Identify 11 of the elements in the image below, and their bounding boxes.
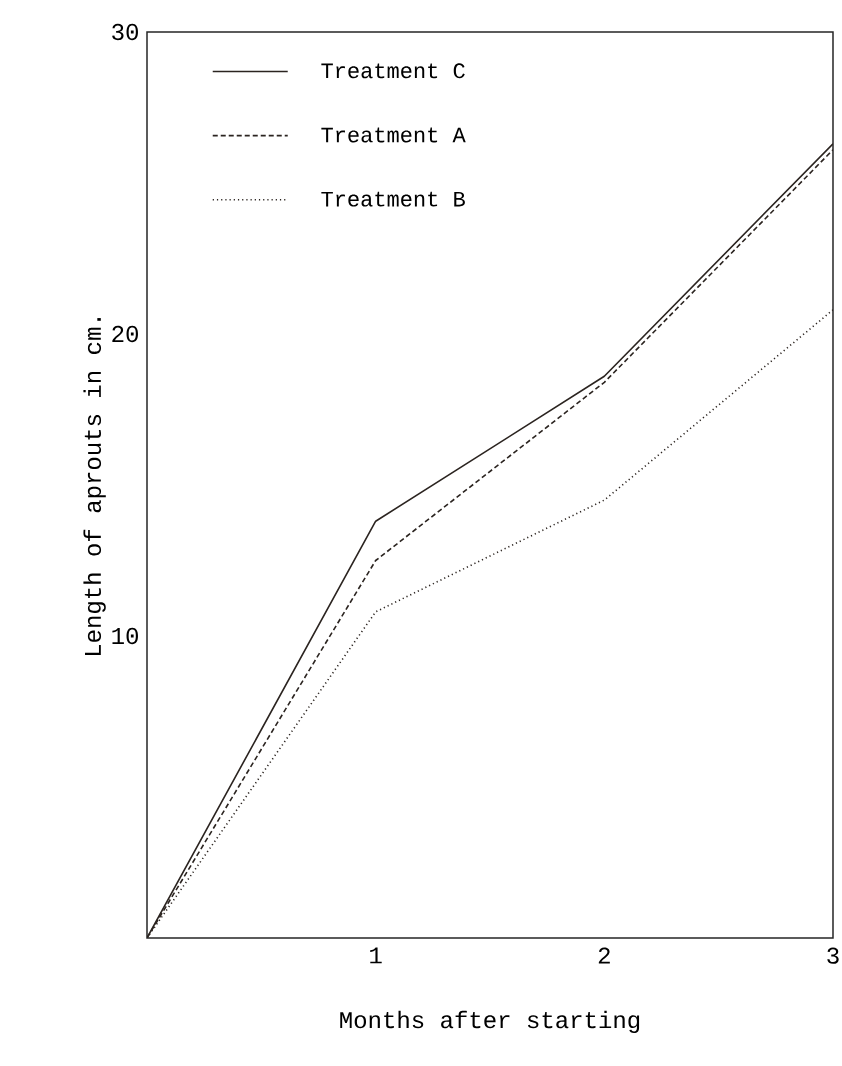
y-tick-label: 30 xyxy=(112,23,138,41)
x-axis-title: Months after starting xyxy=(340,1010,640,1034)
y-tick-label: 20 xyxy=(112,325,138,343)
x-tick-label: 2 xyxy=(598,947,610,964)
legend-label: Treatment C xyxy=(321,63,465,79)
y-axis-title: Length of aprouts in cm. xyxy=(83,318,106,656)
legend-label: Treatment B xyxy=(321,191,465,207)
legend-label: Treatment A xyxy=(321,127,466,143)
y-tick-label: 10 xyxy=(112,627,138,645)
x-tick-label: 3 xyxy=(827,947,839,964)
x-tick-label: 1 xyxy=(370,947,382,964)
